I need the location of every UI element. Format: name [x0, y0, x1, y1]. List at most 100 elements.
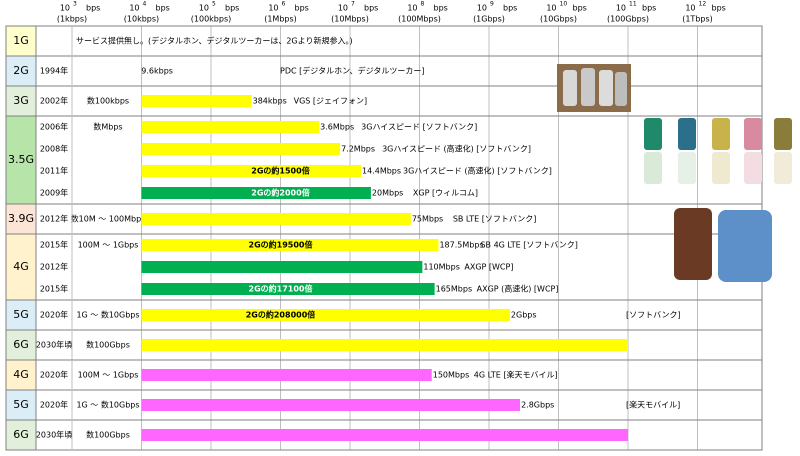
bar-value-label: 75Mbps [412, 215, 443, 224]
tick-unit: bps [503, 4, 517, 13]
generation-cell [6, 116, 36, 204]
bar-value-label: 3.6Mbps [320, 123, 354, 132]
carrier-note: VGS [ジェイフォン] [294, 97, 368, 106]
tick-base: 10 [407, 4, 417, 13]
bar [141, 239, 439, 251]
generation-label: 3G [13, 94, 29, 107]
tick-exponent: 3 [73, 1, 77, 8]
tick-label: (1Mbps) [264, 15, 297, 24]
generation-label: 5G [13, 398, 29, 411]
generation-cell [6, 234, 36, 300]
speed-range-label: 100M 〜 1Gbps [78, 371, 139, 380]
bar [141, 261, 423, 273]
bar [141, 309, 510, 321]
smartphones-photo [670, 206, 776, 284]
generation-cell [6, 86, 36, 116]
bar [141, 399, 521, 411]
tick-unit: bps [642, 4, 656, 13]
generation-cell [6, 56, 36, 86]
speed-range-label: 100M 〜 1Gbps [78, 241, 139, 250]
tick-base: 10 [477, 4, 487, 13]
carrier-note: [ソフトバンク] [626, 311, 681, 320]
tick-unit: bps [573, 4, 587, 13]
tick-exponent: 6 [282, 1, 286, 8]
bar-annotation: 2Gの約19500倍 [249, 240, 313, 250]
tick-base: 10 [199, 4, 209, 13]
carrier-note: 3Gハイスピード (高速化) [ソフトバンク] [403, 166, 552, 176]
tick-label: (100Gbps) [607, 15, 649, 24]
bar-value-label: 2Gbps [511, 311, 537, 320]
tick-exponent: 9 [490, 1, 494, 8]
bar [141, 121, 320, 133]
bar-value-label: 110Mbps [423, 263, 460, 272]
generation-cell [6, 300, 36, 330]
generation-label: 6G [13, 428, 29, 441]
tick-label: (1Gbps) [473, 15, 505, 24]
generation-cell [6, 330, 36, 360]
bar-value-label: 20Mbps [372, 189, 403, 198]
bar [141, 143, 341, 155]
bar-value-label: 9.6kbps [141, 67, 173, 76]
carrier-note: AXGP [WCP] [464, 263, 513, 272]
tick-base: 10 [268, 4, 278, 13]
tick-exponent: 5 [212, 1, 216, 8]
generation-cell [6, 204, 36, 234]
year-label: 2020年 [40, 400, 68, 410]
year-label: 2020年 [40, 370, 68, 380]
tick-base: 10 [546, 4, 556, 13]
tick-base: 10 [60, 4, 70, 13]
generation-cell [6, 360, 36, 390]
tick-base: 10 [129, 4, 139, 13]
tick-exponent: 12 [699, 1, 707, 8]
feature-phones-photo [557, 64, 631, 112]
carrier-note: XGP [ウィルコム] [413, 189, 478, 198]
carrier-note: サービス提供無し。(デジタルホン、デジタルツーカーは、2Gより新規参入。) [76, 36, 353, 46]
carrier-note: [楽天モバイル] [626, 400, 680, 410]
speed-range-label: 数10M 〜 100Mbps [71, 214, 146, 224]
tick-unit: bps [225, 4, 239, 13]
speed-range-label: 数100kbps [87, 96, 129, 106]
tick-exponent: 7 [351, 1, 355, 8]
tick-base: 10 [685, 4, 695, 13]
speed-range-label: 数100Gbps [86, 340, 130, 350]
carrier-note: PDC [デジタルホン、デジタルツーカー] [280, 66, 425, 76]
tick-label: (100Mbps) [398, 15, 441, 24]
speed-range-label: 1G 〜 数10Gbps [76, 310, 139, 320]
tick-exponent: 11 [629, 1, 637, 8]
year-label: 2030年頃 [36, 430, 72, 440]
tick-label: (1kbps) [57, 15, 87, 24]
generation-label: 3.9G [8, 212, 34, 225]
year-label: 2015年 [40, 284, 68, 294]
tick-unit: bps [86, 4, 100, 13]
generation-cell [6, 390, 36, 420]
bar-value-label: 150Mbps [433, 371, 470, 380]
bar [141, 187, 371, 199]
tick-unit: bps [364, 4, 378, 13]
bar-annotation: 2Gの約208000倍 [246, 310, 316, 320]
bar-value-label: 165Mbps [436, 285, 473, 294]
tick-label: (10kbps) [124, 15, 159, 24]
tick-label: (10Mbps) [331, 15, 369, 24]
bar-value-label: 2.8Gbps [521, 401, 554, 410]
tick-exponent: 4 [143, 1, 147, 8]
generation-cell [6, 420, 36, 450]
bar [141, 165, 362, 177]
bar-value-label: 384kbps [253, 97, 287, 106]
generation-label: 4G [13, 260, 29, 273]
tick-unit: bps [295, 4, 309, 13]
bar [141, 339, 628, 351]
generation-label: 4G [13, 368, 29, 381]
bar-value-label: 7.2Mbps [341, 145, 375, 154]
year-label: 2008年 [40, 144, 68, 154]
year-label: 2030年頃 [36, 340, 72, 350]
bar [141, 283, 435, 295]
carrier-note: SB 4G LTE [ソフトバンク] [480, 241, 577, 250]
tick-base: 10 [338, 4, 348, 13]
speed-range-label: 数100Gbps [86, 430, 130, 440]
generation-label: 6G [13, 338, 29, 351]
generation-cell [6, 26, 36, 56]
tick-label: (10Gbps) [540, 15, 577, 24]
generation-label: 3.5G [8, 153, 34, 166]
tick-unit: bps [712, 4, 726, 13]
